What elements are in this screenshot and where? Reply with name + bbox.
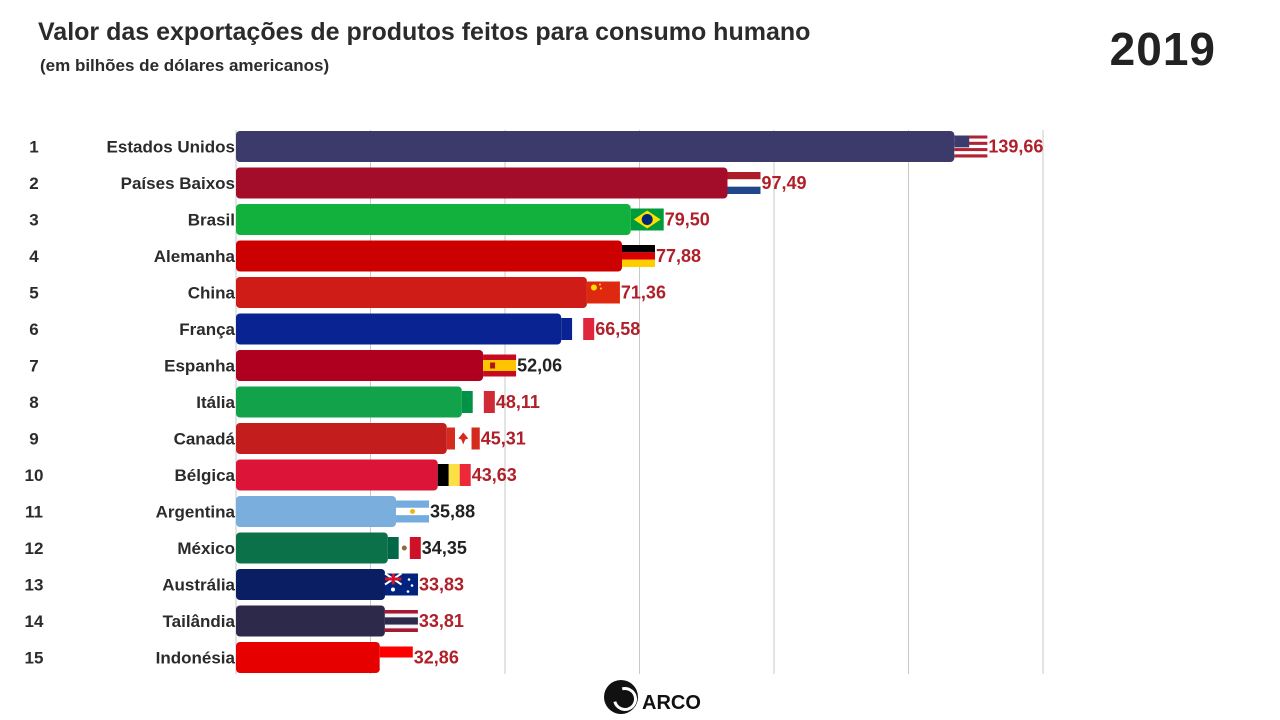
value-label: 45,31: [481, 429, 526, 449]
country-label: Canadá: [174, 430, 236, 449]
rank-label: 8: [29, 393, 38, 412]
country-label: Alemanha: [154, 247, 236, 266]
bar-row: 11 Argentina 35,88: [25, 496, 475, 527]
rank-label: 12: [25, 539, 44, 558]
country-label: Brasil: [188, 211, 235, 230]
rank-label: 11: [25, 503, 43, 522]
bar: [236, 423, 447, 454]
bar: [236, 167, 728, 199]
value-label: 52,06: [517, 356, 562, 376]
rank-label: 4: [29, 247, 39, 266]
germany-flag-icon: [621, 245, 655, 267]
bar: [236, 532, 388, 564]
bar-row: 15 Indonésia 32,86: [25, 642, 459, 673]
bar: [236, 496, 397, 527]
value-label: 32,86: [414, 648, 459, 668]
value-label: 33,83: [419, 575, 464, 595]
value-label: 34,35: [422, 538, 467, 558]
bar: [236, 605, 385, 637]
rank-label: 7: [29, 357, 38, 376]
bar: [236, 350, 484, 381]
bar: [236, 240, 622, 272]
country-label: Tailândia: [163, 612, 236, 631]
country-label: Itália: [196, 393, 235, 412]
canada-flag-icon: [446, 427, 480, 450]
bar-row: 10 Bélgica 43,63: [25, 459, 517, 491]
rank-label: 1: [29, 138, 38, 157]
logo: ARCO: [604, 678, 701, 715]
bar-row: 12 México 34,35: [25, 532, 467, 564]
bar-row: 13 Austrália 33,83: [25, 569, 464, 600]
france-flag-icon: [561, 318, 595, 340]
country-label: Argentina: [156, 503, 236, 522]
bar-row: 1 Estados Unidos 139,66: [29, 131, 1043, 162]
value-label: 48,11: [496, 392, 540, 412]
thailand-flag-icon: [384, 610, 418, 632]
value-label: 71,36: [621, 283, 666, 303]
rank-label: 9: [29, 430, 38, 449]
rank-label: 2: [29, 174, 38, 193]
belgium-flag-icon: [437, 464, 471, 486]
bar: [236, 569, 386, 600]
value-label: 35,88: [430, 502, 475, 522]
bar-row: 2 Países Baixos 97,49: [29, 167, 807, 199]
country-label: França: [179, 320, 235, 339]
bar-row: 14 Tailândia 33,81: [25, 605, 464, 637]
value-label: 77,88: [656, 246, 701, 266]
spain-flag-icon: [483, 354, 517, 377]
us-flag-icon: [954, 135, 988, 158]
country-label: Bélgica: [175, 466, 236, 485]
bar: [236, 386, 462, 418]
bar-row: 3 Brasil 79,50: [29, 204, 710, 235]
country-label: China: [188, 284, 236, 303]
chart-title: Valor das exportações de produtos feitos…: [38, 18, 811, 46]
bar: [236, 459, 438, 491]
bar-row: 5 China 71,36: [29, 277, 666, 308]
logo-text: ARCO: [642, 692, 701, 714]
bar: [236, 313, 562, 345]
value-label: 97,49: [761, 173, 806, 193]
brazil-flag-icon: [630, 208, 664, 231]
country-label: Países Baixos: [121, 174, 235, 193]
country-label: Indonésia: [156, 649, 236, 668]
chart-subtitle: (em bilhões de dólares americanos): [40, 56, 330, 75]
value-label: 79,50: [665, 210, 710, 230]
argentina-flag-icon: [396, 500, 430, 523]
country-label: Estados Unidos: [107, 138, 235, 157]
value-label: 33,81: [419, 611, 464, 631]
netherlands-flag-icon: [727, 172, 761, 194]
country-label: México: [177, 539, 235, 558]
rank-label: 13: [25, 576, 44, 595]
country-label: Espanha: [164, 357, 235, 376]
bar-row: 9 Canadá 45,31: [29, 423, 526, 454]
bar: [236, 277, 587, 308]
bar-row: 8 Itália 48,11: [29, 386, 540, 418]
rank-label: 14: [25, 612, 44, 631]
rank-label: 10: [25, 466, 44, 485]
bar-row: 6 França 66,58: [29, 313, 640, 345]
bar: [236, 204, 631, 235]
australia-flag-icon: [384, 572, 419, 596]
year-label: 2019: [1109, 23, 1216, 75]
value-label: 139,66: [988, 137, 1043, 157]
rank-label: 5: [29, 284, 38, 303]
rank-label: 3: [29, 211, 38, 230]
rank-label: 15: [25, 649, 44, 668]
value-label: 66,58: [595, 319, 640, 339]
indonesia-flag-icon: [379, 646, 413, 669]
italy-flag-icon: [461, 391, 495, 413]
arco-logo-icon: [604, 679, 638, 714]
value-label: 43,63: [472, 465, 517, 485]
bar-row: 4 Alemanha 77,88: [29, 240, 701, 272]
china-flag-icon: [586, 281, 620, 304]
bar-row: 7 Espanha 52,06: [29, 350, 562, 381]
bar: [236, 642, 380, 673]
country-label: Austrália: [162, 576, 235, 595]
bar: [236, 131, 955, 162]
rank-label: 6: [29, 320, 38, 339]
mexico-flag-icon: [387, 537, 421, 559]
